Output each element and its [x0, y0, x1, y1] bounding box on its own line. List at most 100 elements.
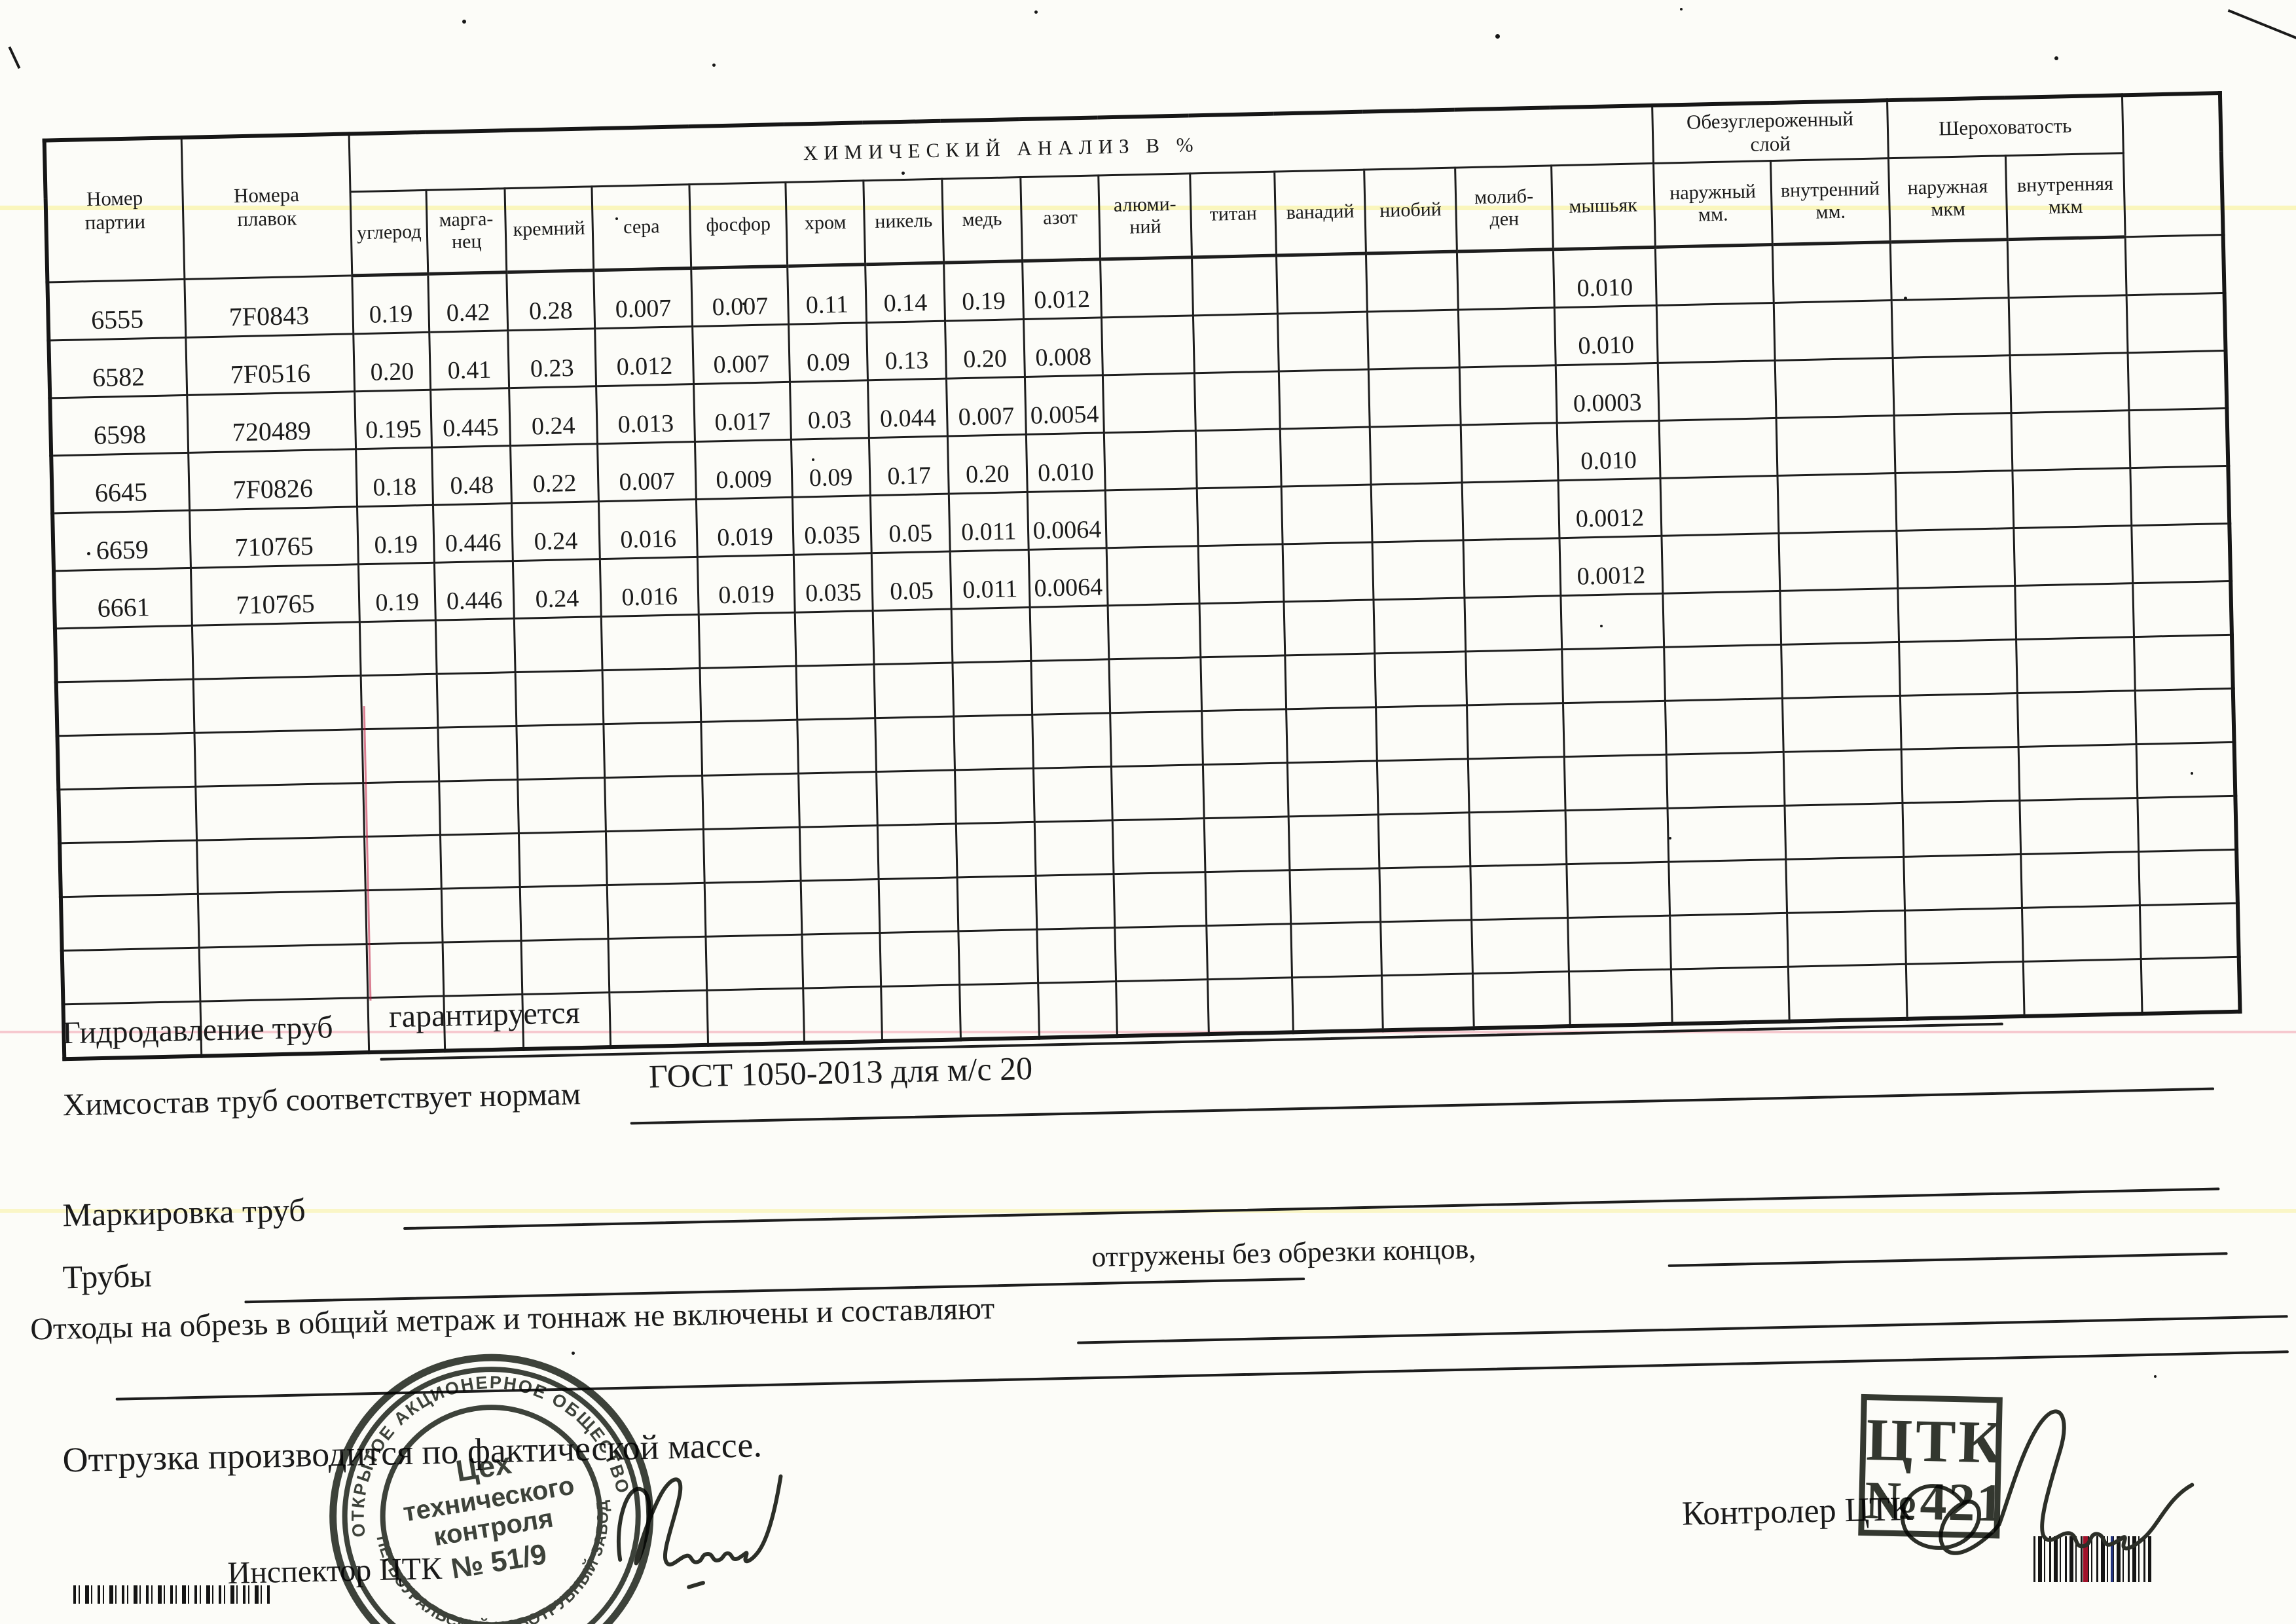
empty-cell — [194, 729, 363, 787]
chem-value-cell — [1197, 544, 1285, 604]
chem-value-cell: 0.41 — [429, 330, 509, 390]
chem-value-cell: 0.012 — [1022, 259, 1102, 320]
empty-cell — [704, 881, 802, 937]
empty-cell — [1035, 874, 1116, 930]
empty-cell — [1110, 710, 1203, 767]
empty-cell — [603, 722, 702, 778]
chem-value-cell: 0.446 — [433, 503, 513, 563]
empty-cell — [707, 988, 805, 1045]
header-element: титан — [1190, 172, 1277, 257]
empty-cell — [1465, 595, 1562, 652]
chem-value-cell — [1366, 251, 1459, 312]
chem-value-cell: 0.007 — [691, 266, 789, 327]
empty-cell — [1286, 707, 1377, 763]
empty-cell — [1779, 530, 1898, 591]
empty-cell — [2127, 350, 2227, 411]
empty-cell — [1781, 642, 1901, 699]
empty-cell — [1665, 698, 1784, 755]
empty-cell — [1112, 818, 1205, 874]
empty-cell — [1775, 358, 1894, 418]
empty-cell — [1203, 762, 1289, 819]
empty-cell — [2023, 959, 2142, 1016]
empty-cell — [2132, 581, 2232, 637]
chem-value-cell: 0.035 — [793, 553, 873, 613]
header-element: медь — [941, 177, 1023, 263]
empty-cell — [1780, 588, 1899, 645]
empty-cell — [2022, 905, 2141, 962]
scan-speck — [812, 458, 814, 461]
chem-value-cell: 0.007 — [593, 268, 693, 329]
empty-cell — [879, 877, 958, 933]
empty-cell — [363, 781, 441, 837]
chem-value-cell — [1104, 430, 1197, 490]
chem-value-cell: 0.22 — [510, 443, 599, 504]
empty-cell — [364, 835, 442, 891]
empty-cell — [1783, 749, 1903, 806]
empty-cell — [1472, 971, 1570, 1029]
chem-value-cell: 0.035 — [792, 495, 872, 555]
header-element: кремний — [504, 186, 594, 272]
empty-cell — [1029, 605, 1110, 661]
empty-cell — [1661, 533, 1781, 594]
header-element: марга- нец — [426, 188, 507, 274]
barcode — [73, 1585, 270, 1604]
chem-value-cell — [1281, 484, 1372, 544]
empty-cell — [1036, 927, 1116, 984]
party-number-cell: 6598 — [50, 395, 189, 456]
empty-cell — [951, 607, 1031, 663]
chem-value-cell: 0.007 — [692, 324, 790, 384]
empty-cell — [2018, 744, 2138, 801]
empty-cell — [1567, 915, 1671, 972]
empty-cell — [1201, 709, 1288, 765]
chem-value-cell — [1194, 371, 1281, 431]
empty-cell — [366, 942, 445, 998]
scan-speck — [1600, 625, 1603, 627]
empty-cell — [60, 840, 198, 897]
chem-value-cell — [1195, 428, 1282, 489]
empty-cell — [1669, 913, 1789, 970]
empty-cell — [1377, 758, 1470, 815]
empty-cell — [514, 616, 602, 673]
empty-cell — [2010, 352, 2129, 413]
underline — [1667, 1252, 2228, 1267]
empty-cell — [604, 775, 704, 832]
empty-cell — [1380, 919, 1473, 976]
empty-cell — [601, 614, 701, 671]
chem-value-cell: 0.013 — [596, 384, 695, 444]
empty-cell — [1891, 297, 2011, 358]
empty-cell — [1772, 242, 1891, 303]
chem-value-cell: 0.446 — [434, 561, 515, 621]
chem-value-cell: 0.20 — [945, 319, 1025, 379]
empty-cell — [439, 779, 519, 836]
empty-cell — [699, 612, 796, 669]
melt-number-cell: 720489 — [187, 391, 356, 453]
empty-cell — [1466, 649, 1563, 705]
header-element: фосфор — [689, 182, 788, 268]
arsenic-value-cell: 0.010 — [1556, 420, 1660, 481]
empty-cell — [795, 664, 876, 720]
empty-cell — [2020, 798, 2139, 855]
empty-cell — [2128, 408, 2229, 468]
empty-cell — [1032, 712, 1112, 769]
empty-cell — [1667, 805, 1787, 862]
empty-cell — [1785, 803, 1904, 860]
header-melt: Номера плавок — [181, 134, 352, 280]
empty-cell — [609, 990, 708, 1048]
empty-cell — [1788, 964, 1907, 1022]
party-number-cell: 6661 — [54, 568, 192, 629]
arsenic-value-cell: 0.010 — [1554, 305, 1658, 365]
chem-value-cell — [1463, 538, 1561, 598]
empty-cell — [2013, 468, 2132, 528]
chem-value-cell — [1106, 545, 1199, 606]
empty-cell — [1288, 814, 1379, 870]
empty-cell — [54, 625, 194, 682]
chem-value-cell: 0.0064 — [1027, 490, 1107, 550]
empty-cell — [1115, 925, 1208, 982]
chem-value-cell: 0.011 — [950, 549, 1030, 610]
empty-cell — [875, 716, 955, 772]
empty-cell — [797, 718, 877, 774]
empty-cell — [800, 879, 881, 935]
chem-value-cell: 0.007 — [597, 441, 697, 502]
scan-speck — [2154, 1375, 2157, 1378]
empty-cell — [1774, 300, 1893, 361]
